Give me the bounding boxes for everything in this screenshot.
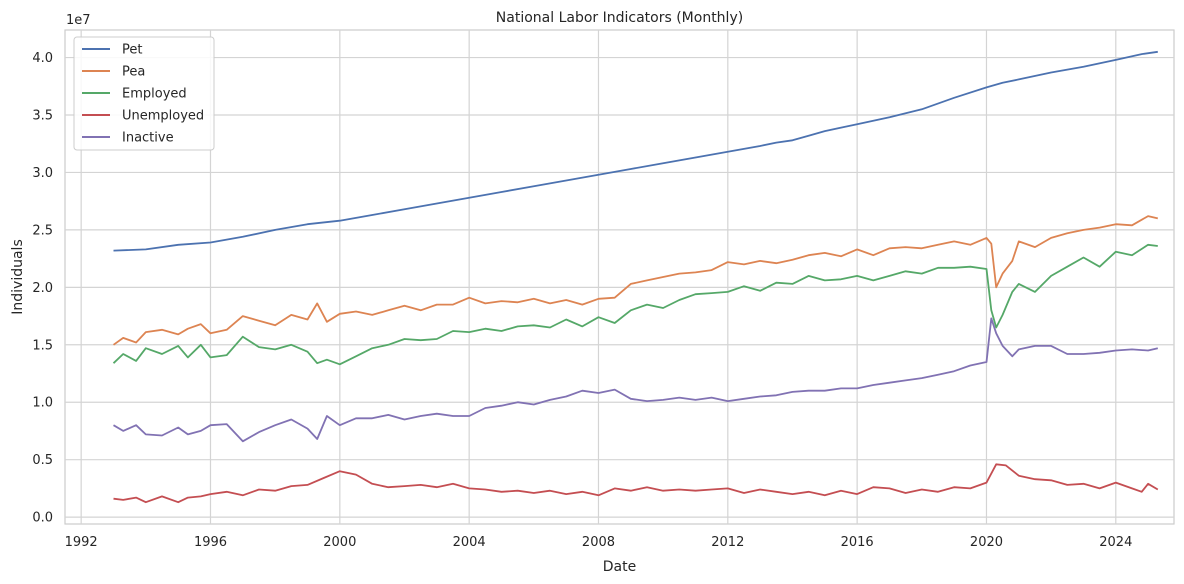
series-lines (112, 50, 1159, 504)
y-tick-label: 2.5 (32, 223, 53, 238)
chart-title: National Labor Indicators (Monthly) (496, 10, 743, 26)
series-line-pea (112, 215, 1159, 346)
y-tick-labels: 0.0 0.5 1.0 1.5 2.0 2.5 3.0 3.5 4.0 (32, 51, 53, 526)
x-tick-label: 2016 (841, 535, 874, 550)
series-line-employed (112, 243, 1158, 366)
plot-area (64, 29, 1175, 525)
x-tick-label: 1996 (194, 535, 227, 550)
y-axis-multiplier: 1e7 (66, 13, 91, 28)
legend: Pet Pea Employed Unemployed Inactive (73, 36, 215, 151)
legend-label-unemployed: Unemployed (122, 109, 204, 124)
y-tick-label: 4.0 (32, 51, 53, 66)
x-axis-label: Date (603, 559, 636, 575)
x-tick-label: 2012 (711, 535, 744, 550)
legend-label-employed: Employed (122, 87, 187, 102)
y-tick-label: 2.0 (32, 281, 53, 296)
y-tick-label: 0.5 (32, 453, 53, 468)
series-line-unemployed (113, 463, 1159, 504)
legend-box (73, 36, 215, 151)
y-tick-label: 1.0 (32, 396, 53, 411)
legend-label-pea: Pea (122, 65, 145, 80)
y-tick-label: 0.0 (32, 511, 53, 526)
x-tick-label: 2004 (453, 535, 486, 550)
y-axis-label: Individuals (10, 239, 26, 314)
x-tick-label: 1992 (65, 535, 98, 550)
y-tick-label: 3.0 (32, 166, 53, 181)
y-tick-label: 3.5 (32, 109, 53, 124)
series-line-pet (113, 50, 1158, 252)
series-line-inactive (113, 317, 1159, 443)
x-tick-label: 2020 (970, 535, 1003, 550)
legend-label-pet: Pet (122, 43, 142, 58)
legend-label-inactive: Inactive (122, 131, 174, 146)
x-tick-label: 2000 (323, 535, 356, 550)
x-tick-labels: 1992 1996 2000 2004 2008 2012 2016 2020 2024 (65, 535, 1133, 550)
x-tick-label: 2024 (1099, 535, 1132, 550)
y-tick-label: 1.5 (32, 338, 53, 353)
x-tick-label: 2008 (582, 535, 615, 550)
